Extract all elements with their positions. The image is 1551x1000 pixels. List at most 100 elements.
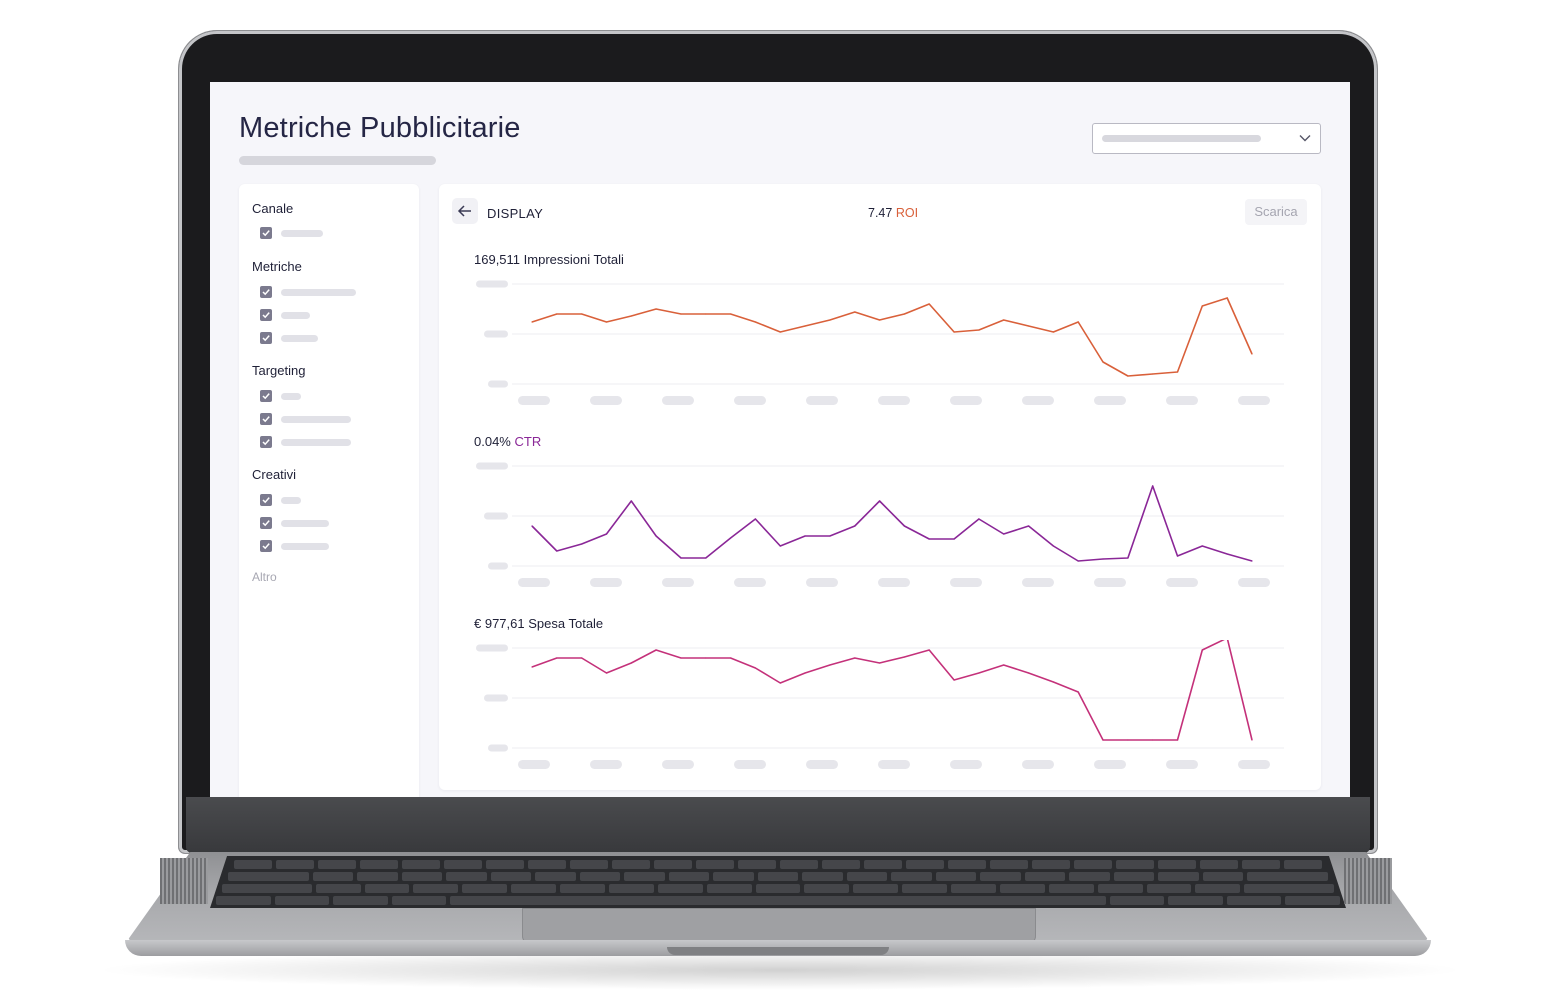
check-icon [262, 439, 270, 446]
data-point [556, 550, 558, 552]
data-point [680, 657, 682, 659]
x-tick-label [662, 760, 694, 769]
data-point [953, 538, 955, 540]
app-screen: Metriche Pubblicitarie Canale Metriche T… [210, 82, 1350, 797]
period-dropdown[interactable] [1092, 123, 1321, 154]
ctr-title: 0.04% CTR [474, 434, 541, 449]
data-point [1052, 681, 1054, 683]
data-point [630, 315, 632, 317]
download-button[interactable]: Scarica [1245, 199, 1307, 225]
filter-checkbox[interactable] [260, 413, 272, 425]
data-point [1027, 672, 1030, 674]
data-point [1052, 545, 1054, 547]
data-point [1003, 533, 1005, 535]
y-tick-label [488, 744, 508, 752]
filter-group-title: Targeting [252, 363, 306, 378]
filter-option-label [281, 230, 323, 237]
data-point [1152, 373, 1154, 375]
filter-checkbox[interactable] [260, 540, 272, 552]
filter-checkbox[interactable] [260, 286, 272, 298]
x-tick-label [590, 396, 622, 405]
data-point [878, 662, 881, 664]
data-point [1127, 739, 1129, 741]
data-point [754, 321, 757, 323]
data-point [605, 533, 608, 535]
series-line [531, 640, 1253, 741]
x-tick-label [590, 760, 622, 769]
spend-value: € 977,61 [474, 616, 525, 631]
trackpad [522, 908, 1036, 944]
filter-checkbox[interactable] [260, 227, 272, 239]
data-point [754, 667, 757, 669]
line-chart [476, 280, 1284, 405]
x-tick-label [1166, 760, 1198, 769]
data-point [953, 331, 955, 333]
key-row [234, 860, 1322, 869]
check-icon [262, 230, 270, 237]
x-tick-label [878, 578, 910, 587]
x-tick-label [1238, 396, 1270, 405]
data-point [903, 313, 906, 315]
y-tick-label [488, 380, 508, 388]
data-point [754, 518, 757, 520]
x-tick-label [734, 578, 766, 587]
data-point [1176, 371, 1179, 373]
filter-checkbox[interactable] [260, 390, 272, 402]
ctr-chart [472, 458, 1292, 588]
data-point [705, 657, 707, 659]
data-point [605, 672, 608, 674]
filter-checkbox[interactable] [260, 332, 272, 344]
data-point [978, 329, 980, 331]
data-point [1102, 361, 1104, 363]
check-icon [262, 393, 270, 400]
data-point [1027, 325, 1030, 327]
filter-option-label [281, 289, 356, 296]
data-point [1003, 664, 1005, 666]
x-tick-label [734, 396, 766, 405]
x-tick-label [1166, 396, 1198, 405]
data-point [804, 535, 806, 537]
more-filters-link[interactable]: Altro [252, 570, 277, 584]
check-icon [262, 312, 270, 319]
x-tick-label [1022, 760, 1054, 769]
data-point [903, 525, 906, 527]
x-tick-label [878, 760, 910, 769]
data-point [829, 319, 831, 321]
check-icon [262, 335, 270, 342]
spend-chart [472, 640, 1292, 770]
data-point [1201, 305, 1203, 307]
data-point [1077, 321, 1079, 323]
x-tick-label [518, 760, 550, 769]
data-point [878, 500, 881, 502]
filter-group-title: Metriche [252, 259, 302, 274]
filter-option-label [281, 312, 310, 319]
y-tick-label [484, 694, 508, 702]
subtitle-placeholder [239, 156, 436, 165]
data-point [705, 557, 707, 559]
data-point [1102, 558, 1104, 560]
filter-checkbox[interactable] [260, 517, 272, 529]
data-point [531, 321, 533, 323]
y-tick-label [484, 330, 508, 338]
data-point [1226, 297, 1228, 299]
impressions-value: 169,511 [474, 252, 521, 267]
data-point [556, 657, 558, 659]
line-chart [476, 462, 1284, 587]
filter-sidebar: Canale Metriche Targeting Creat [239, 184, 419, 797]
back-button[interactable] [452, 198, 478, 224]
data-point [1127, 557, 1129, 559]
filter-checkbox[interactable] [260, 309, 272, 321]
filter-checkbox[interactable] [260, 494, 272, 506]
data-point [1077, 691, 1079, 693]
data-point [630, 500, 632, 502]
data-point [1201, 545, 1203, 547]
data-point [854, 657, 856, 659]
data-point [928, 303, 930, 305]
x-tick-label [1238, 578, 1270, 587]
dropdown-placeholder [1102, 135, 1261, 142]
data-point [804, 672, 806, 674]
data-point [804, 325, 806, 327]
chevron-down-icon [1299, 135, 1311, 142]
check-icon [262, 289, 270, 296]
filter-checkbox[interactable] [260, 436, 272, 448]
